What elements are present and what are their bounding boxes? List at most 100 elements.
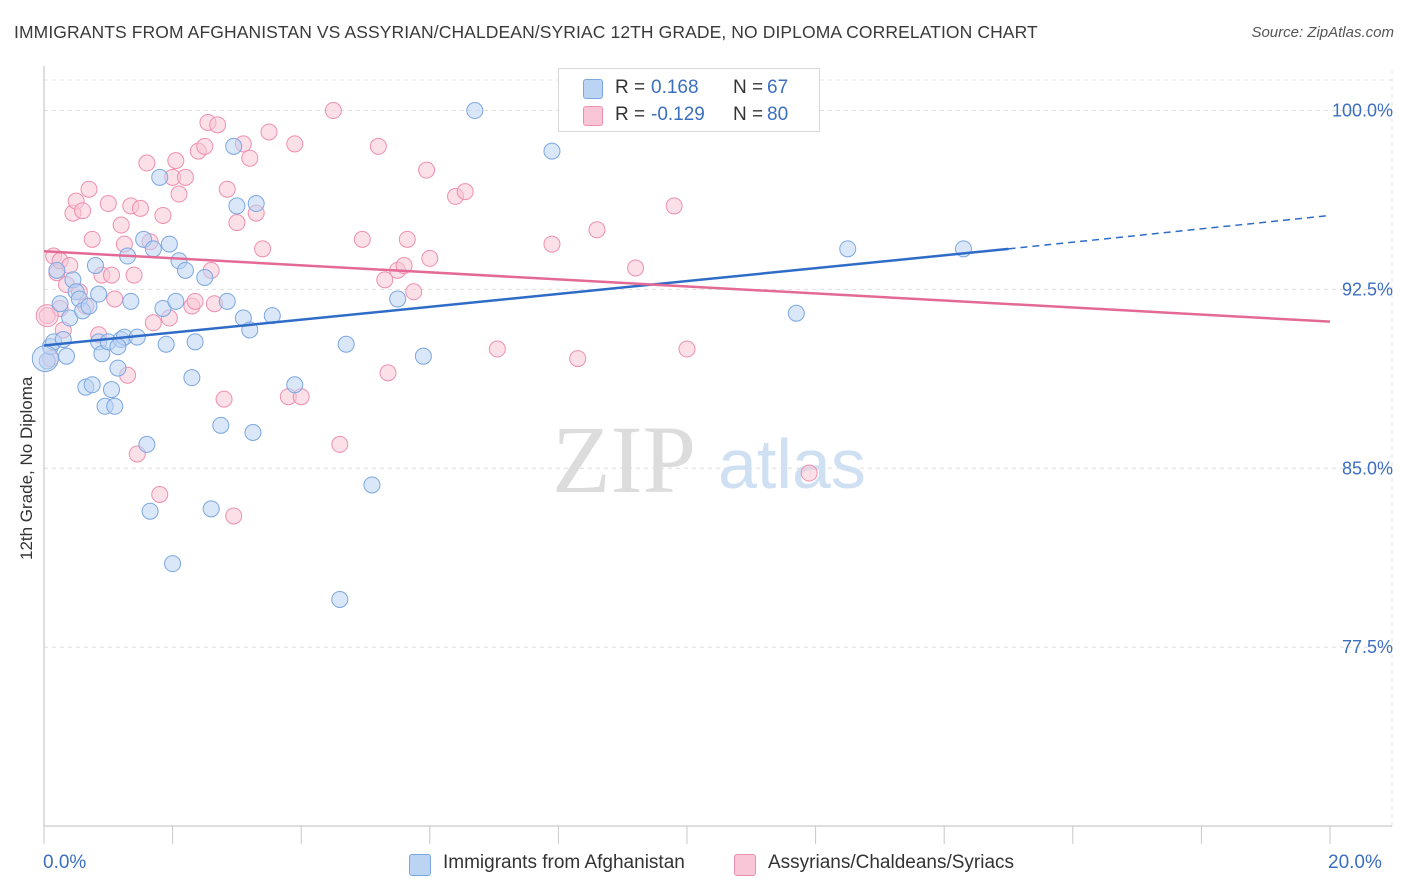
point-assyrians <box>543 235 561 253</box>
y-tick-label: 100.0% <box>1332 101 1393 121</box>
point-assyrians <box>418 161 436 179</box>
watermark: ZIP atlas <box>552 406 866 513</box>
point-afghanistan <box>122 292 140 310</box>
point-afghanistan <box>154 299 172 317</box>
point-afghanistan <box>167 292 185 310</box>
y-tick-label: 85.0% <box>1342 458 1393 478</box>
point-assyrians <box>324 102 342 120</box>
point-afghanistan <box>363 476 381 494</box>
x-tick-label-min: 0.0% <box>43 852 87 873</box>
point-afghanistan <box>543 142 561 160</box>
point-assyrians <box>398 230 416 248</box>
point-assyrians <box>456 183 474 201</box>
point-assyrians <box>151 486 169 504</box>
point-afghanistan <box>86 257 104 275</box>
point-afghanistan <box>80 297 98 315</box>
point-assyrians <box>569 350 587 368</box>
point-assyrians <box>379 364 397 382</box>
point-afghanistan <box>151 168 169 186</box>
point-afghanistan <box>109 359 127 377</box>
point-assyrians <box>125 266 143 284</box>
point-assyrians <box>131 199 149 217</box>
point-afghanistan <box>225 137 243 155</box>
point-afghanistan <box>138 435 156 453</box>
point-assyrians <box>228 214 246 232</box>
point-assyrians <box>225 507 243 525</box>
point-assyrians <box>665 197 683 215</box>
point-afghanistan <box>106 397 124 415</box>
point-afghanistan <box>212 416 230 434</box>
point-afghanistan <box>58 347 76 365</box>
legend-r-value: -0.129 <box>651 104 705 125</box>
legend-swatch-blue <box>583 79 603 99</box>
point-assyrians <box>112 216 130 234</box>
point-assyrians <box>138 154 156 172</box>
y-tick-label: 77.5% <box>1342 637 1393 657</box>
point-assyrians <box>588 221 606 239</box>
point-assyrians <box>154 206 172 224</box>
point-assyrians <box>241 149 259 167</box>
legend-r-label: R = <box>615 104 646 125</box>
point-afghanistan <box>144 240 162 258</box>
legend-r-value: 0.168 <box>651 77 699 98</box>
point-assyrians <box>176 168 194 186</box>
legend-n-value: 80 <box>767 104 789 125</box>
legend-r-label: R = <box>615 77 646 98</box>
point-assyrians <box>254 240 272 258</box>
point-afghanistan <box>286 376 304 394</box>
watermark-zip: ZIP <box>552 406 696 513</box>
point-afghanistan <box>244 423 262 441</box>
point-afghanistan <box>331 590 349 608</box>
point-afghanistan <box>164 555 182 573</box>
point-assyrians <box>196 137 214 155</box>
point-assyrians <box>144 314 162 332</box>
point-afghanistan <box>186 333 204 351</box>
trend-line-afghanistan-extension <box>1008 214 1331 250</box>
point-assyrians <box>260 123 278 141</box>
point-afghanistan <box>157 335 175 353</box>
point-assyrians <box>167 152 185 170</box>
y-tick-label: 92.5% <box>1342 279 1393 299</box>
legend-n-value: 67 <box>767 77 789 98</box>
point-afghanistan <box>247 195 265 213</box>
point-afghanistan <box>48 261 66 279</box>
point-afghanistan <box>51 295 69 313</box>
source-label: Source: ZipAtlas.com <box>1251 24 1394 41</box>
point-assyrians <box>331 435 349 453</box>
y-tick-labels: 100.0% 92.5% 85.0% 77.5% <box>1332 101 1393 658</box>
trend-line-afghanistan <box>43 247 1009 347</box>
series-assyrians <box>35 102 818 525</box>
point-assyrians <box>800 464 818 482</box>
point-afghanistan <box>103 381 121 399</box>
legend-n-label: N = <box>733 77 764 98</box>
bottom-legend-label: Immigrants from Afghanistan <box>443 852 685 873</box>
point-assyrians <box>627 259 645 277</box>
point-assyrians <box>369 137 387 155</box>
point-afghanistan <box>839 240 857 258</box>
trend-line-assyrians <box>43 250 1331 323</box>
point-assyrians <box>186 292 204 310</box>
point-afghanistan <box>160 235 178 253</box>
axes <box>43 66 1392 844</box>
point-afghanistan <box>337 335 355 353</box>
point-assyrians <box>376 271 394 289</box>
point-afghanistan <box>183 369 201 387</box>
watermark-atlas: atlas <box>718 425 866 503</box>
chart-title: IMMIGRANTS FROM AFGHANISTAN VS ASSYRIAN/… <box>14 22 1038 42</box>
point-afghanistan <box>414 347 432 365</box>
point-afghanistan <box>787 304 805 322</box>
bottom-legend-swatch-pink <box>734 854 756 876</box>
series-afghanistan <box>31 102 972 608</box>
point-assyrians <box>488 340 506 358</box>
point-afghanistan <box>176 261 194 279</box>
point-afghanistan <box>109 338 127 356</box>
point-afghanistan <box>61 309 79 327</box>
point-assyrians <box>83 230 101 248</box>
point-afghanistan <box>389 290 407 308</box>
point-assyrians <box>286 135 304 153</box>
point-afghanistan <box>228 197 246 215</box>
point-afghanistan <box>466 102 484 120</box>
bottom-legend-label: Assyrians/Chaldeans/Syriacs <box>768 852 1015 873</box>
legend-swatch-pink <box>583 106 603 126</box>
